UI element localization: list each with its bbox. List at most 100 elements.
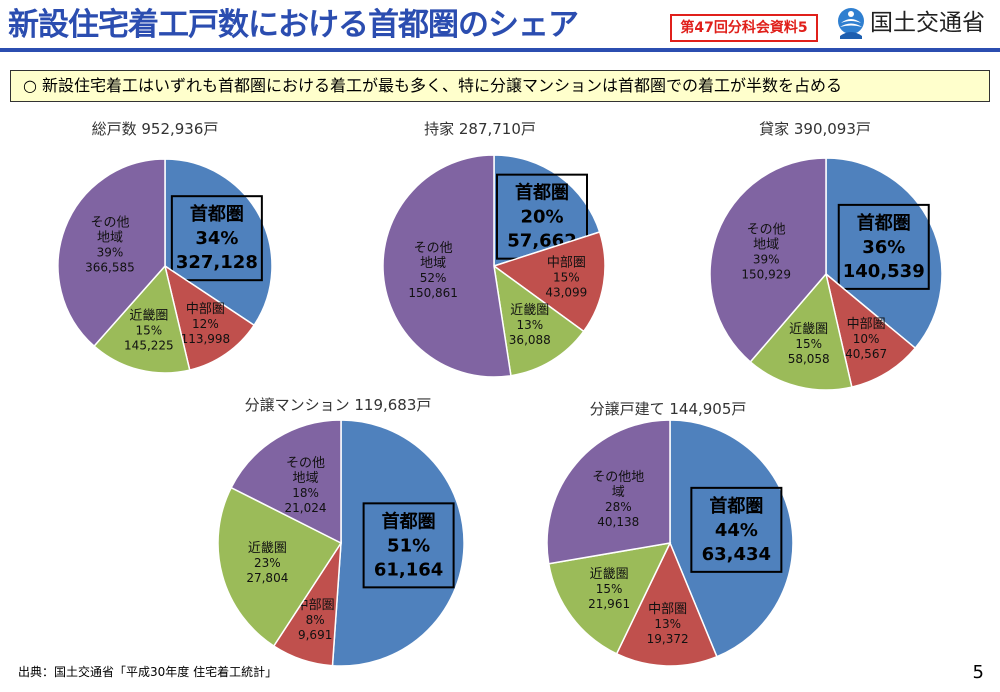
slice-label-chubu: 12%: [192, 317, 219, 331]
slice-label-other: その他: [747, 222, 786, 237]
slice-label-other: 39%: [97, 246, 124, 260]
slice-label-other: 地域: [97, 231, 123, 246]
pie-slice-kinki: [547, 542, 672, 655]
pie-title: 貸家 390,093戸: [759, 120, 871, 138]
pie-slice-chubu: [824, 272, 917, 388]
slice-label-shutoken: 327,128: [176, 252, 258, 273]
highlight-box: [837, 203, 930, 290]
slice-label-other: 28%: [605, 500, 632, 514]
logo-text: 国土交通省: [870, 10, 985, 36]
slice-label-kinki: 15%: [795, 337, 822, 351]
slice-label-chubu: 113,998: [181, 332, 231, 346]
pie-slice-shutoken: [493, 154, 601, 268]
slice-label-shutoken: 首都圏: [709, 495, 763, 517]
slice-label-other: 域: [612, 485, 625, 500]
slice-label-other: 21,024: [285, 501, 327, 515]
slice-label-chubu: 15%: [553, 271, 580, 285]
slice-label-other: その他: [414, 241, 453, 256]
slice-label-shutoken: 首都圏: [382, 510, 436, 532]
slice-label-chubu: 13%: [654, 617, 681, 631]
pie-slice-kinki: [749, 272, 853, 391]
pie-slice-chubu: [163, 264, 256, 372]
slice-label-other: その他地: [592, 470, 644, 485]
slice-label-kinki: 近畿圏: [590, 567, 629, 582]
mlit-logo-icon: [838, 8, 864, 39]
slice-label-chubu: 中部圏: [296, 598, 335, 613]
slice-label-other: 366,585: [85, 261, 135, 275]
pie-title: 分譲マンション 119,683戸: [245, 396, 432, 414]
pie-slice-kinki: [492, 264, 585, 377]
pie-slice-other: [57, 158, 166, 348]
document-badge: 第47回分科会資料5: [670, 14, 818, 42]
slice-label-chubu: 中部圏: [186, 302, 225, 317]
slice-label-other: 地域: [293, 471, 319, 486]
slice-label-kinki: 15%: [136, 323, 163, 337]
pie-slice-shutoken: [669, 419, 794, 658]
slice-label-shutoken: 44%: [715, 520, 758, 541]
slice-label-chubu: 中部圏: [847, 317, 886, 332]
slice-label-kinki: 13%: [516, 318, 543, 332]
slice-label-kinki: 145,225: [124, 338, 174, 352]
slice-label-kinki: 21,961: [588, 597, 630, 611]
slice-label-chubu: 中部圏: [648, 602, 687, 617]
slice-label-other: その他: [286, 456, 325, 471]
pie-slice-kinki: [93, 264, 191, 374]
slice-label-other: 52%: [420, 271, 447, 285]
pie-slice-other: [709, 157, 827, 363]
pie-slice-chubu: [615, 541, 718, 667]
page-title: 新設住宅着工戸数における首都圏のシェア: [8, 7, 579, 43]
slice-label-other: 150,861: [408, 286, 458, 300]
slice-label-shutoken: 63,434: [702, 544, 771, 565]
pie-chart-3: 貸家 390,093戸首都圏36%140,539中部圏10%40,567近畿圏1…: [709, 120, 943, 391]
slice-label-chubu: 19,372: [647, 632, 689, 646]
slice-label-chubu: 9,691: [298, 628, 332, 642]
highlight-box: [690, 486, 783, 573]
slice-label-kinki: 近畿圏: [248, 541, 287, 556]
slice-label-shutoken: 36%: [862, 237, 905, 258]
slice-label-chubu: 中部圏: [547, 256, 586, 271]
pie-slice-chubu: [492, 231, 606, 333]
slice-label-kinki: 近畿圏: [789, 322, 828, 337]
header-rule: [0, 48, 1000, 52]
summary-box: ○ 新設住宅着工はいずれも首都圏における着工が最も多く、特に分譲マンションは首都…: [10, 70, 990, 102]
pie-slice-other: [382, 154, 512, 378]
pie-chart-2: 持家 287,710戸首都圏20%57,662中部圏15%43,099近畿圏13…: [382, 120, 606, 378]
slice-label-other: その他: [90, 216, 129, 231]
pie-title: 分譲戸建て 144,905戸: [590, 400, 747, 418]
slice-label-kinki: 近畿圏: [510, 303, 549, 318]
slice-label-other: 39%: [753, 252, 780, 266]
slice-label-kinki: 15%: [596, 582, 623, 596]
slice-label-chubu: 40,567: [845, 347, 887, 361]
pie-slice-other: [230, 419, 342, 545]
slice-label-shutoken: 51%: [387, 535, 430, 556]
slice-label-other: 40,138: [597, 515, 639, 529]
slice-label-other: 18%: [292, 486, 319, 500]
pie-slice-other: [546, 419, 671, 565]
slice-label-kinki: 58,058: [788, 352, 830, 366]
slice-label-kinki: 近畿圏: [129, 308, 168, 323]
pie-slice-kinki: [217, 486, 343, 648]
slice-label-other: 150,929: [741, 267, 791, 281]
slice-label-kinki: 27,804: [246, 571, 288, 585]
slice-label-kinki: 36,088: [509, 333, 551, 347]
slice-label-kinki: 23%: [254, 556, 281, 570]
highlight-box: [362, 502, 455, 589]
slice-label-shutoken: 34%: [195, 228, 238, 249]
pie-slice-shutoken: [331, 419, 465, 667]
slice-label-shutoken: 首都圏: [190, 203, 244, 225]
ministry-logo: 国土交通省: [836, 4, 998, 44]
pie-title: 総戸数 952,936戸: [92, 120, 219, 138]
slice-label-other: 地域: [753, 237, 779, 252]
slice-label-shutoken: 20%: [520, 207, 563, 228]
slice-label-shutoken: 首都圏: [857, 212, 911, 234]
page-number: 5: [972, 662, 984, 683]
slice-label-shutoken: 首都圏: [515, 182, 569, 204]
highlight-box: [170, 195, 263, 282]
slice-label-shutoken: 140,539: [843, 261, 925, 282]
slice-label-shutoken: 61,164: [374, 559, 443, 580]
source-note: 出典：国土交通省「平成30年度 住宅着工統計」: [18, 665, 278, 679]
